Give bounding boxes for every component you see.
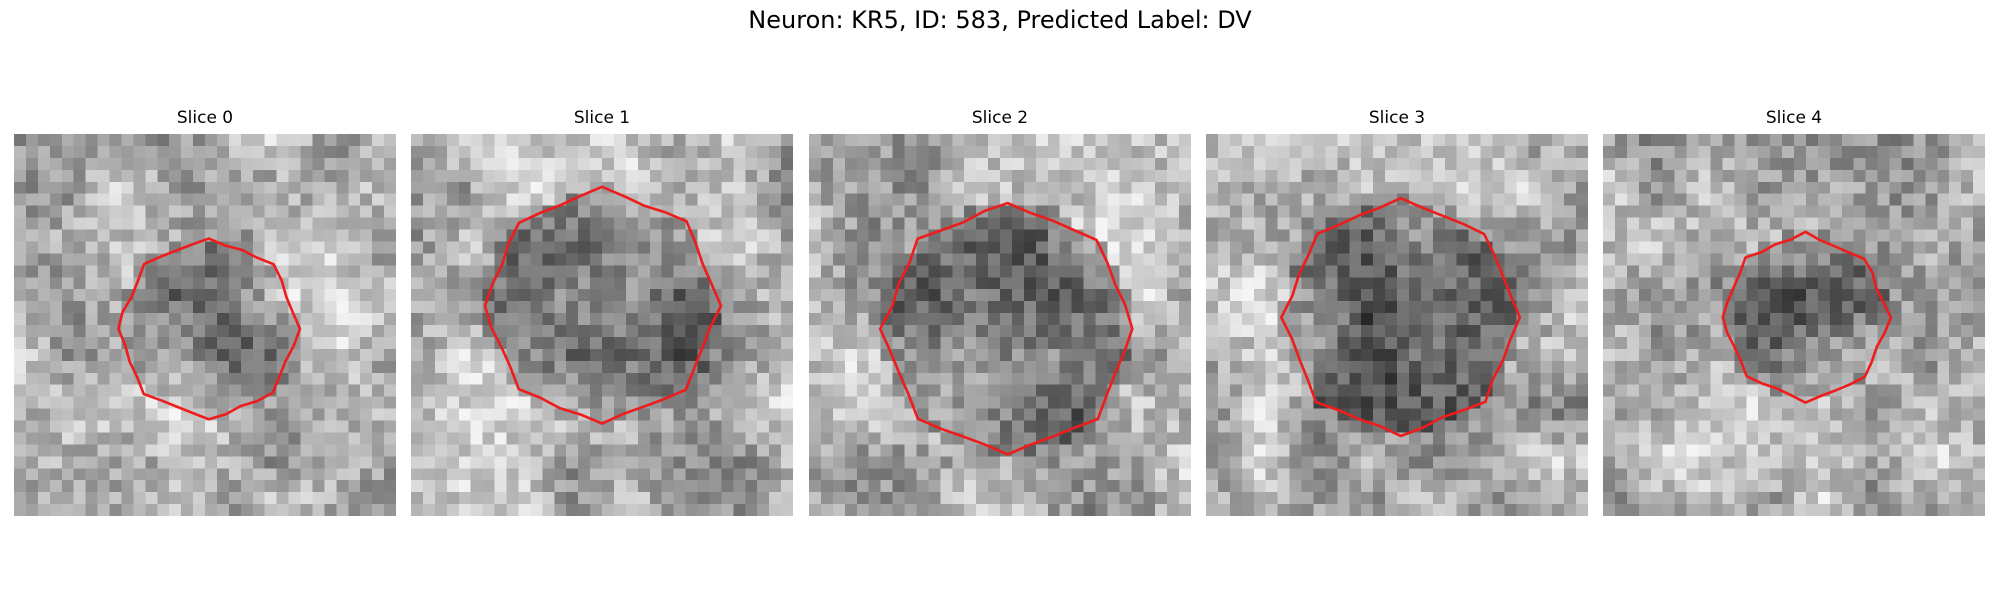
roi-contour bbox=[117, 237, 302, 421]
slice-image-0 bbox=[14, 134, 396, 516]
slice-image-1 bbox=[411, 134, 793, 516]
slice-title: Slice 1 bbox=[573, 108, 631, 128]
roi-contour bbox=[1279, 196, 1522, 438]
slice-image-4 bbox=[1603, 134, 1985, 516]
figure-title: Neuron: KR5, ID: 583, Predicted Label: D… bbox=[748, 6, 1252, 34]
roi-contour bbox=[878, 201, 1134, 456]
slice-title: Slice 0 bbox=[176, 108, 234, 128]
slice-image-3 bbox=[1206, 134, 1588, 516]
grayscale-pixels bbox=[1206, 134, 1588, 516]
grayscale-pixels bbox=[809, 134, 1191, 516]
slice-title: Slice 4 bbox=[1765, 108, 1823, 128]
grayscale-pixels bbox=[1603, 134, 1985, 516]
slice-image-2 bbox=[809, 134, 1191, 516]
slice-title: Slice 2 bbox=[971, 108, 1029, 128]
roi-contour bbox=[1721, 230, 1893, 404]
roi-contour bbox=[483, 185, 723, 425]
grayscale-pixels bbox=[411, 134, 793, 516]
slice-title: Slice 3 bbox=[1368, 108, 1426, 128]
grayscale-pixels bbox=[14, 134, 396, 516]
